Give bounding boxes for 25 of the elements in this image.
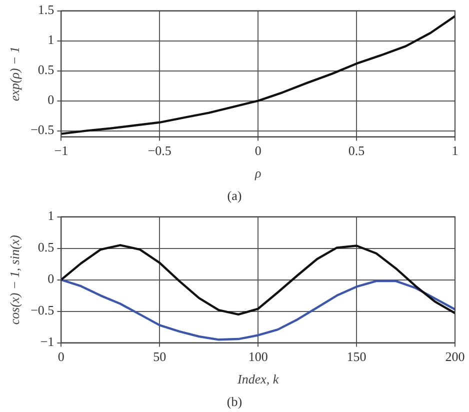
x-tick-label: 100 xyxy=(248,349,268,364)
x-axis-title: ρ xyxy=(254,166,262,181)
x-tick-label: 150 xyxy=(346,349,366,364)
x-tick-label: 200 xyxy=(445,349,465,364)
y-tick-label: 1.5 xyxy=(38,2,54,18)
y-tick-label: 0 xyxy=(48,92,54,108)
text: (b) xyxy=(226,393,244,411)
x-tick-label: 50 xyxy=(153,349,166,364)
y-tick-label: 0.5 xyxy=(38,62,54,78)
y-tick-label: 1 xyxy=(48,32,54,48)
x-axis-title: Index, k xyxy=(236,372,279,387)
y-tick-label: 0 xyxy=(48,271,54,286)
y-tick-label: 1 xyxy=(48,208,54,224)
text: (a) xyxy=(226,187,243,205)
x-tick-label: 0.5 xyxy=(348,143,365,158)
y-tick-label: −0.5 xyxy=(30,302,54,318)
x-tick-label: 0 xyxy=(58,349,64,364)
y-tick-label: −1 xyxy=(40,334,54,350)
y-axis-title: cos(x) − 1, sin(x) xyxy=(7,234,22,325)
y-tick-label: −0.5 xyxy=(30,122,54,138)
x-tick-label: −0.5 xyxy=(148,143,172,158)
x-tick-label: 0 xyxy=(254,143,262,158)
y-tick-label: 0.5 xyxy=(38,240,54,255)
y-axis-title: exp(ρ) − 1 xyxy=(7,46,22,102)
x-tick-label: 1 xyxy=(452,143,458,158)
